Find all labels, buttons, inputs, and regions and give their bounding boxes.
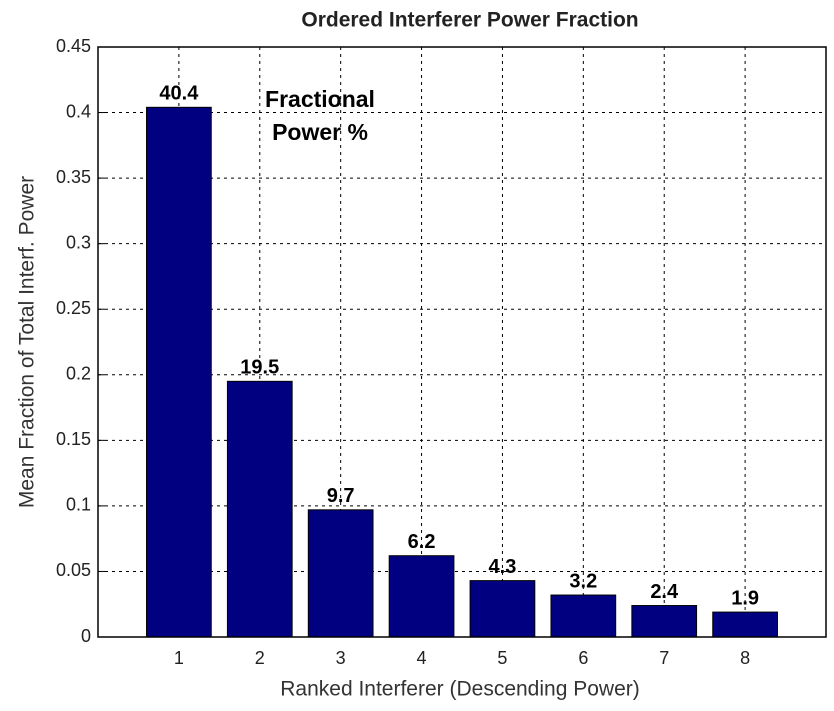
y-axis-label: Mean Fraction of Total Interf. Power <box>16 176 39 508</box>
annotation: Fractional <box>265 86 375 112</box>
value-label: 9.7 <box>327 485 355 507</box>
x-tick-label: 5 <box>497 648 507 668</box>
y-tick-label: 0 <box>81 626 91 646</box>
x-tick-label: 8 <box>740 648 750 668</box>
value-label: 4.3 <box>489 556 517 578</box>
bar <box>388 555 455 638</box>
bar <box>226 380 293 638</box>
annotation: Power % <box>272 119 368 145</box>
value-label: 1.9 <box>731 587 759 609</box>
plot-frame <box>97 46 827 638</box>
bar <box>550 594 617 638</box>
bar <box>146 106 212 638</box>
x-tick-label: 3 <box>336 648 346 668</box>
x-tick-label: 4 <box>417 648 427 668</box>
x-tick-label: 6 <box>578 648 588 668</box>
y-tick-label: 0.3 <box>66 232 91 252</box>
bar <box>712 611 778 638</box>
y-tick-label: 0.2 <box>66 364 91 384</box>
y-tick-label: 0.45 <box>56 36 91 56</box>
x-axis-label: Ranked Interferer (Descending Power) <box>280 678 640 701</box>
value-label: 3.2 <box>569 570 597 592</box>
bar <box>469 580 536 638</box>
bar <box>631 605 698 638</box>
value-label: 40.4 <box>159 83 199 105</box>
y-tick-label: 0.1 <box>66 495 91 515</box>
y-tick-label: 0.05 <box>56 560 91 580</box>
chart-title: Ordered Interferer Power Fraction <box>301 9 638 32</box>
y-tick-label: 0.15 <box>56 429 91 449</box>
x-tick-label: 2 <box>255 648 265 668</box>
y-tick-label: 0.35 <box>56 167 91 187</box>
y-tick-label: 0.4 <box>66 101 91 121</box>
y-tick-label: 0.25 <box>56 298 91 318</box>
x-tick-label: 1 <box>174 648 184 668</box>
value-label: 6.2 <box>408 531 436 553</box>
value-label: 19.5 <box>240 357 279 379</box>
x-tick-label: 7 <box>659 648 669 668</box>
value-label: 2.4 <box>650 581 679 603</box>
bar <box>307 509 374 638</box>
